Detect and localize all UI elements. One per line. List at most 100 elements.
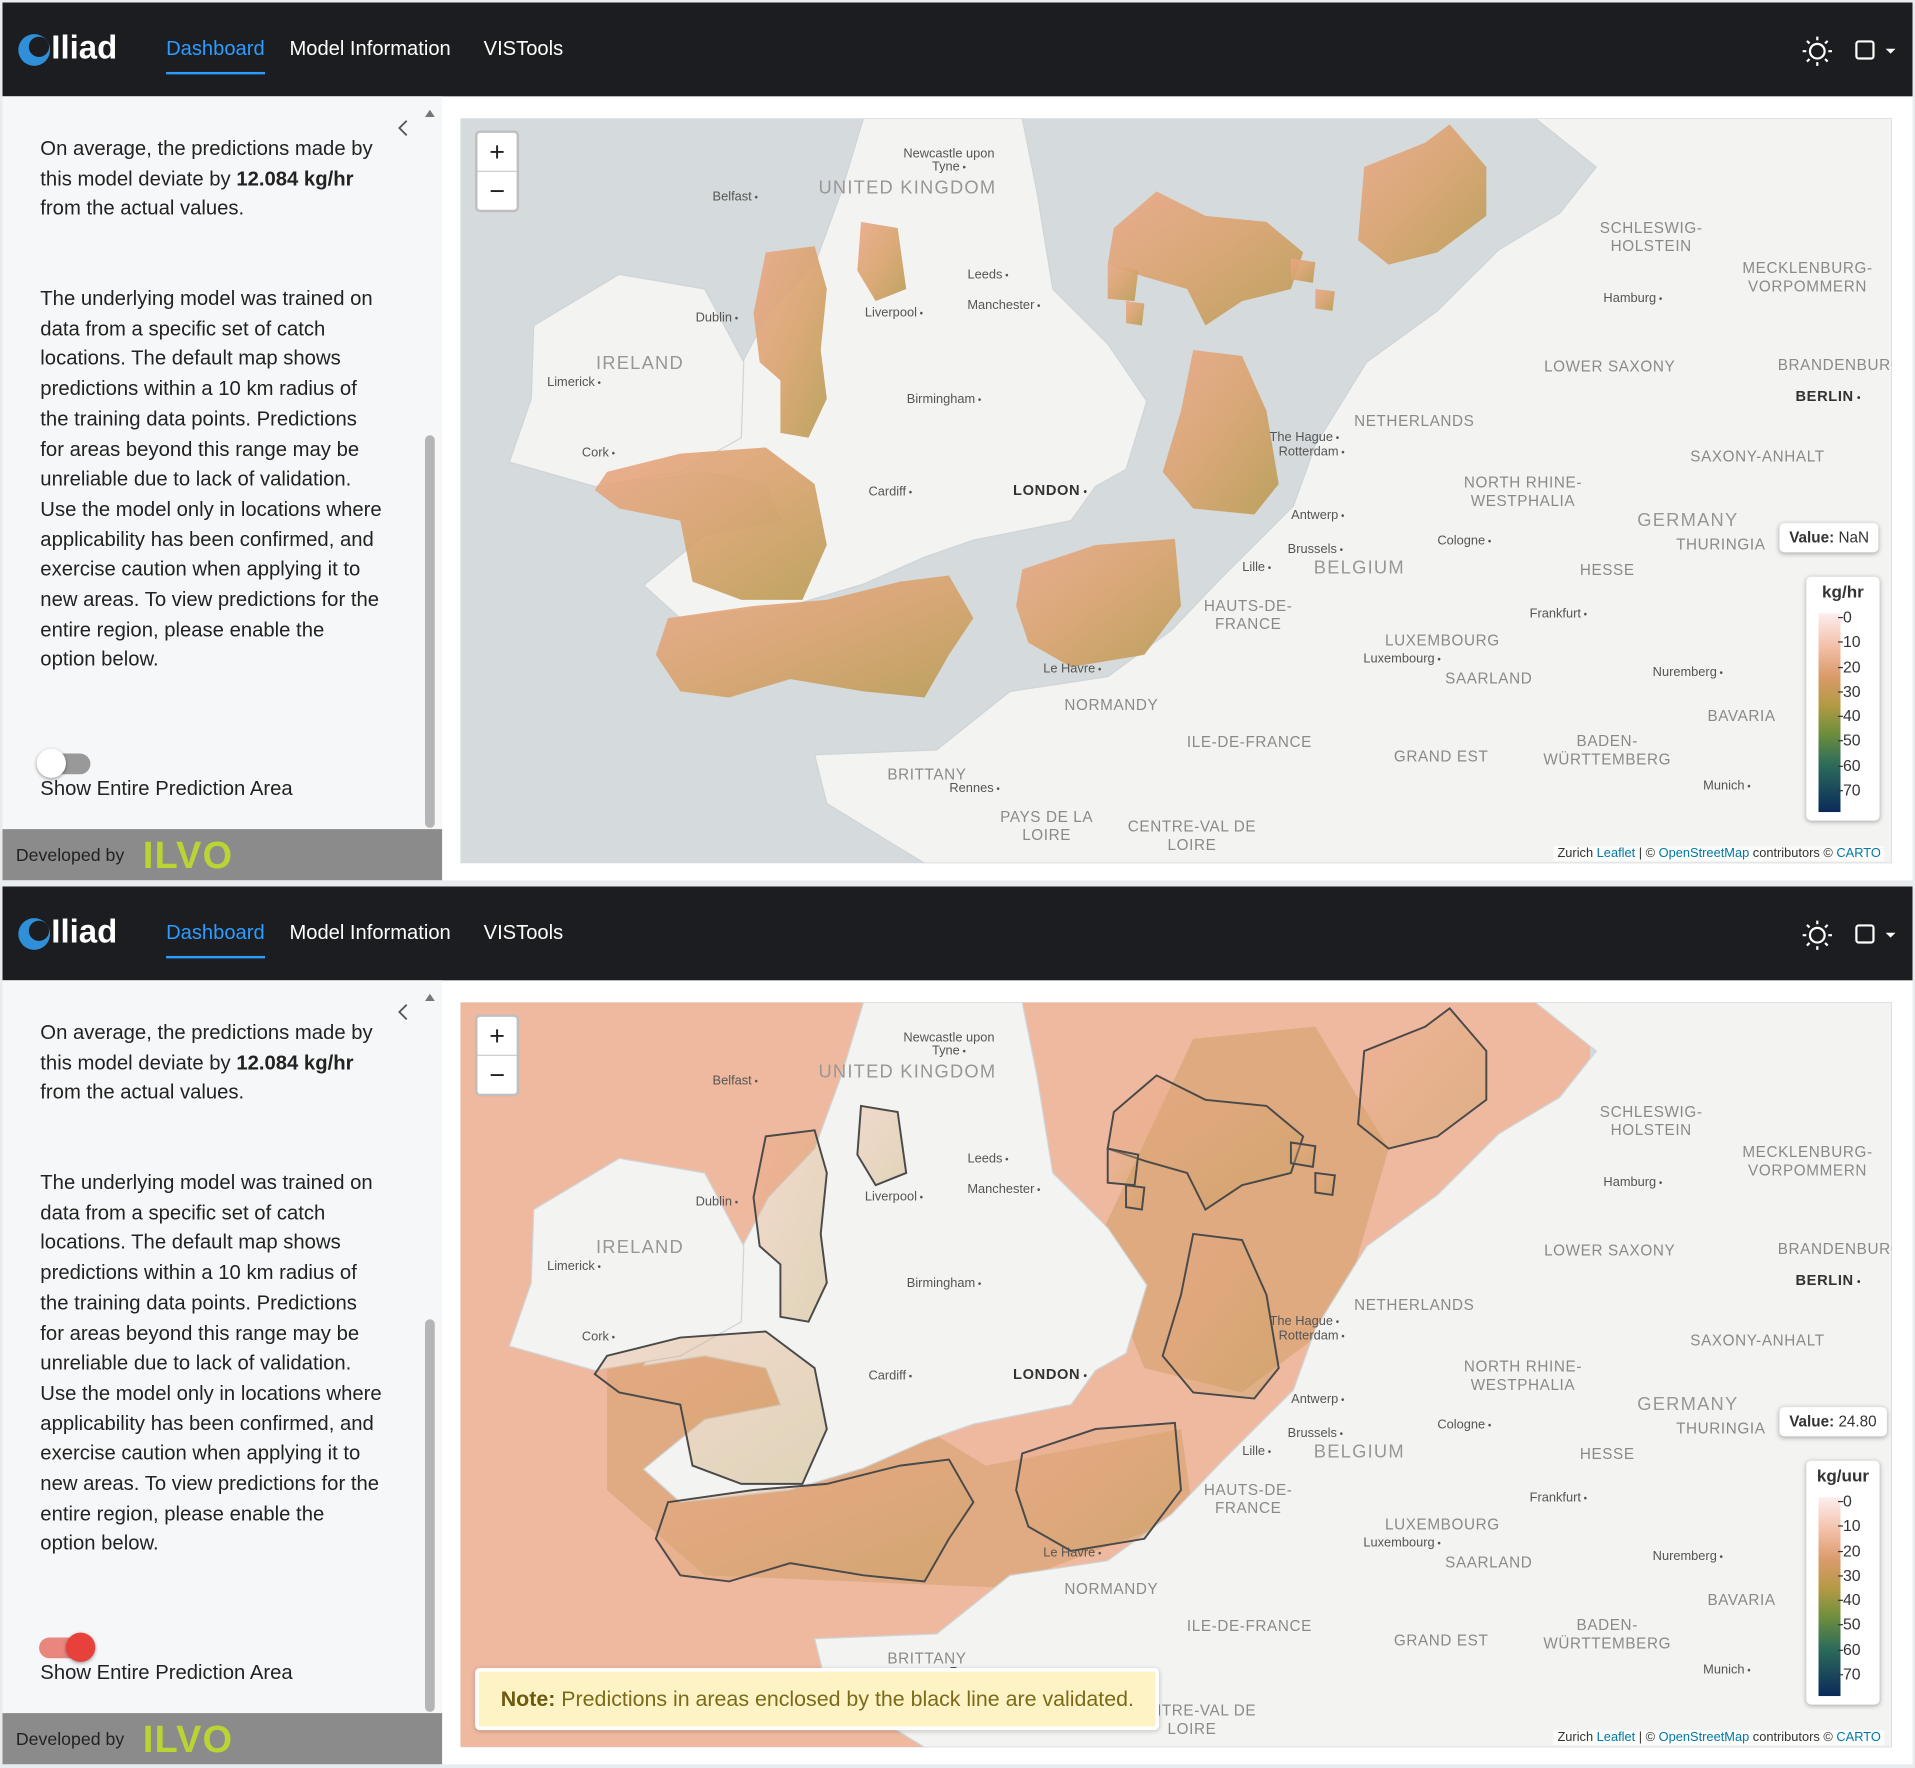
map-label: Hamburg — [1603, 1175, 1662, 1189]
prediction-blob — [655, 575, 974, 698]
legend-tick-mark — [1838, 1649, 1843, 1651]
map-label: Newcastle upon Tyne — [891, 147, 1007, 175]
sidebar: On average, the predictions made by this… — [2, 96, 443, 881]
model-description: The underlying model was trained on data… — [40, 1170, 382, 1556]
map-label: GERMANY — [1637, 510, 1739, 532]
map-label: Newcastle upon Tyne — [891, 1031, 1007, 1059]
map-label: SAXONY-ANHALT — [1690, 1332, 1825, 1350]
map-label: GRAND EST — [1393, 748, 1489, 766]
value-text: 24.80 — [1838, 1413, 1877, 1431]
org-logo[interactable]: ILVO — [142, 834, 234, 877]
legend-tick-mark — [1838, 790, 1843, 792]
map-label: SAXONY-ANHALT — [1690, 448, 1825, 466]
theme-toggle[interactable] — [1808, 926, 1826, 944]
prediction-blob — [1162, 349, 1279, 515]
attribution-part: contributors © — [1752, 846, 1833, 861]
note-box: Note: Predictions in areas enclosed by t… — [475, 1668, 1160, 1731]
map-label: The Hague — [1270, 1314, 1340, 1328]
map-label: Cardiff — [868, 485, 912, 499]
nav-link[interactable]: VISTools — [483, 921, 564, 944]
map-label: Cork — [582, 1330, 615, 1344]
map-label: BELGIUM — [1313, 1441, 1405, 1463]
attribution-part[interactable]: CARTO — [1836, 1730, 1881, 1745]
developed-by: Developed by — [15, 846, 125, 866]
attribution-part[interactable]: OpenStreetMap — [1658, 1730, 1750, 1745]
nav-link[interactable]: Dashboard — [166, 38, 265, 75]
legend-tick-mark — [1838, 1575, 1843, 1577]
map-label: Luxembourg — [1363, 652, 1440, 666]
prediction-blob — [1107, 264, 1139, 302]
legend-tick: 20 — [1842, 657, 1861, 676]
scrollbar-thumb — [425, 435, 435, 828]
zoom-in[interactable]: + — [477, 1017, 517, 1056]
note-label: Note: — [500, 1686, 556, 1711]
map-label: Birmingham — [907, 393, 982, 406]
map-label: NETHERLANDS — [1354, 412, 1475, 430]
validated-outline — [1125, 1184, 1146, 1211]
collapse-button[interactable] — [398, 120, 408, 136]
brand[interactable]: Iliad — [51, 913, 118, 950]
prediction-blob — [1126, 301, 1145, 326]
map-label: Dublin — [696, 1195, 739, 1209]
nav-link[interactable]: Model Information — [289, 37, 451, 60]
map-label: LUXEMBOURG — [1385, 632, 1500, 650]
legend-tick: 0 — [1842, 607, 1852, 627]
value-box: Value: 24.80 — [1779, 1407, 1887, 1437]
legend-tick-mark — [1838, 641, 1843, 643]
legend-tick-mark — [1838, 666, 1843, 668]
map-label: Belfast — [713, 190, 758, 204]
org-logo[interactable]: ILVO — [142, 1717, 234, 1761]
legend-bar — [1818, 1497, 1841, 1697]
collapse-button[interactable] — [398, 1004, 408, 1020]
map-label: HAUTS-DE-FRANCE — [1203, 597, 1293, 633]
zoom-in[interactable]: + — [477, 133, 517, 172]
sun-ray — [1806, 924, 1811, 929]
app-panel: Iliad Dashboard Model Information VISTools O… — [2, 2, 1913, 881]
legend-tick-mark — [1838, 1674, 1843, 1676]
attribution-part[interactable]: Leaflet — [1596, 1730, 1636, 1745]
legend-tick-mark — [1838, 691, 1843, 693]
sun-ray — [1806, 58, 1811, 63]
map-label: UNITED KINGDOM — [818, 177, 997, 199]
toggle-label: Show Entire Prediction Area — [40, 1660, 293, 1684]
legend-tick: 0 — [1842, 1491, 1852, 1511]
prediction-area-toggle[interactable] — [36, 748, 91, 778]
model-description: The underlying model was trained on data… — [40, 286, 382, 672]
map-label: SCHLESWIG-HOLSTEIN — [1599, 219, 1703, 255]
nav-link[interactable]: Model Information — [289, 921, 451, 944]
theme-toggle[interactable] — [1808, 42, 1826, 60]
map-label: LOWER SAXONY — [1544, 357, 1676, 375]
legend-tick: 10 — [1842, 1516, 1861, 1535]
footer: Developed by ILVO — [2, 1713, 443, 1765]
map-label: BELGIUM — [1313, 557, 1405, 579]
map-label: SAARLAND — [1445, 1553, 1533, 1572]
note-text: Predictions in areas enclosed by the bla… — [561, 1686, 1134, 1711]
attribution-part: contributors © — [1752, 1730, 1833, 1745]
brand[interactable]: Iliad — [51, 29, 118, 66]
logo-icon — [18, 34, 51, 66]
map-label: CENTRE-VAL DE LOIRE — [1127, 1702, 1257, 1738]
logo-icon — [18, 918, 51, 950]
attribution-part[interactable]: Leaflet — [1596, 846, 1636, 861]
map-label: LONDON — [1013, 482, 1088, 499]
toggle-knob — [65, 1632, 96, 1662]
attribution-part[interactable]: OpenStreetMap — [1658, 846, 1750, 861]
intro-segment: On average, the predictions made by this… — [40, 1020, 373, 1074]
nav-link[interactable]: Dashboard — [166, 922, 265, 959]
language-menu[interactable] — [1855, 40, 1875, 60]
legend-tick-mark — [1838, 740, 1843, 742]
scrollbar-thumb — [425, 1319, 435, 1712]
map-label: Belfast — [713, 1074, 758, 1088]
language-menu[interactable] — [1855, 924, 1875, 944]
nav-link[interactable]: VISTools — [483, 37, 564, 60]
attribution-part[interactable]: CARTO — [1836, 846, 1881, 861]
nav-icons — [1802, 920, 1896, 950]
map-label: Cologne — [1437, 534, 1491, 548]
zoom-out[interactable]: − — [489, 1059, 505, 1091]
map-label: LUXEMBOURG — [1385, 1516, 1500, 1534]
prediction-area-toggle[interactable] — [39, 1632, 96, 1662]
map-label: Frankfurt — [1530, 607, 1587, 621]
zoom-out[interactable]: − — [489, 175, 505, 207]
